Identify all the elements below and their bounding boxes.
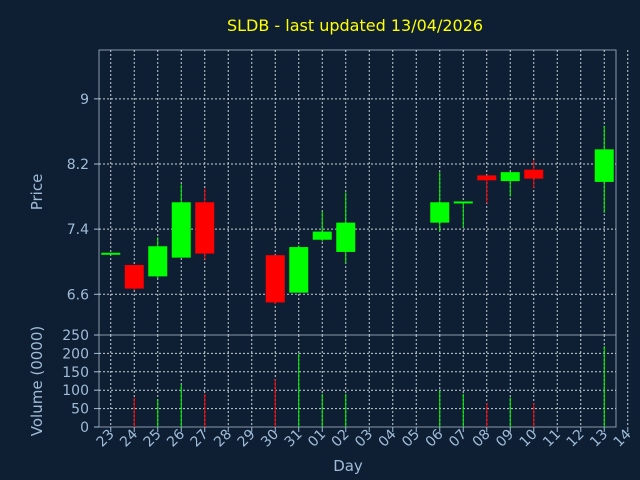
candle-24 [124,264,144,291]
chart-title: SLDB - last updated 13/04/2026 [227,16,483,35]
price-y-ticks: 6.6 7.4 8.2 9 [67,92,99,303]
candle-09 [500,172,520,197]
volume-tick-label: 50 [71,402,89,418]
price-tick-label: 6.6 [67,287,89,303]
candle-13 [594,125,614,213]
volume-tick-label: 250 [62,328,89,344]
candle-30 [265,255,285,305]
candle-08 [477,175,497,204]
volume-series [133,346,605,427]
candle-body [477,175,497,181]
candle-body [265,255,285,303]
candle-body [195,202,215,254]
candle-body [312,231,332,240]
price-axis-label: Price [28,174,46,211]
candle-26 [171,184,191,258]
candle-06 [430,172,450,232]
candle-10 [524,159,544,189]
candle-body [430,202,450,223]
candle-02 [336,192,356,264]
candle-body [336,222,356,252]
volume-panel-frame [98,334,617,428]
volume-tick-label: 0 [80,420,89,436]
candle-07 [453,201,473,228]
volume-tick-label: 100 [62,383,89,399]
volume-tick-label: 150 [62,365,89,381]
candle-01 [312,211,332,242]
candle-23 [101,252,121,255]
candle-body [289,247,309,293]
price-tick-label: 8.2 [67,157,89,173]
x-axis-label: Day [333,457,363,475]
candle-body [171,202,191,258]
candle-body [148,246,168,277]
x-ticks: 23 24 25 26 27 28 29 30 31 01 02 03 04 05 06 07 08 09 10 11… [94,426,635,450]
candlestick-series [101,125,614,305]
candle-body [124,264,144,289]
candle-27 [195,188,215,260]
volume-y-ticks: 0 50 100 150 200 250 [62,328,99,436]
candle-body [594,149,614,182]
candle-body [524,169,544,179]
volume-tick-label: 200 [62,346,89,362]
candle-body [500,172,520,182]
candle-31 [289,245,309,293]
volume-axis-label: Volume (0000) [28,326,46,436]
price-tick-label: 9 [80,92,89,108]
price-tick-label: 7.4 [67,222,89,238]
candle-25 [148,237,168,278]
candle-body [453,201,473,204]
candle-body [101,252,121,255]
